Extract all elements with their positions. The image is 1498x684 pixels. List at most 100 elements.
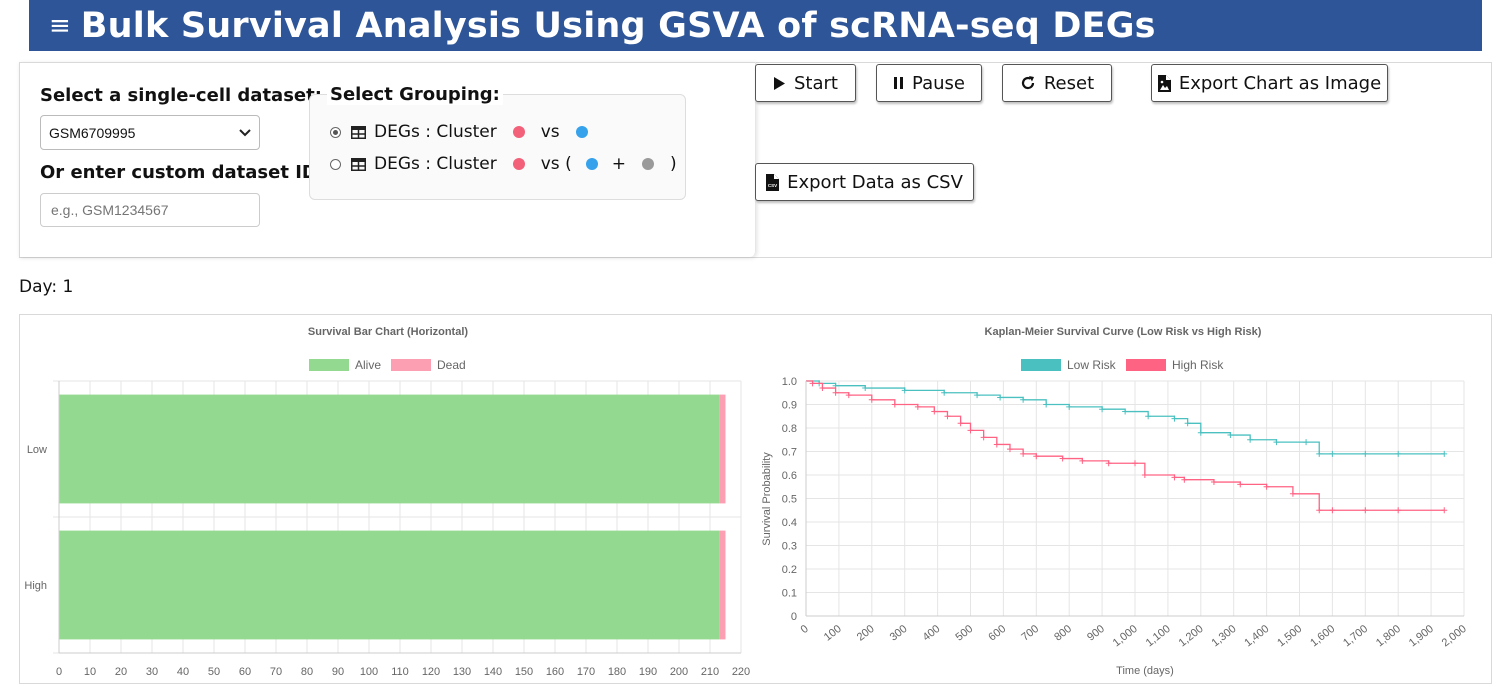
km-censor-mark [1329,450,1336,457]
bar-x-tick-label: 110 [391,666,409,678]
table-icon [351,125,366,139]
export-image-button[interactable]: Export Chart as Image [1151,64,1388,102]
bar-x-tick-label: 80 [301,666,313,678]
reset-label: Reset [1043,72,1095,94]
bar-high-alive[interactable] [59,530,720,640]
legend-label-alive[interactable]: Alive [355,358,381,372]
km-censor-mark [1020,450,1027,457]
table-icon [351,157,366,171]
km-censor-mark [1329,507,1336,514]
km-censor-mark [1197,429,1204,436]
km-censor-mark [1184,420,1191,427]
bar-x-tick-label: 180 [608,666,626,678]
km-x-tick-label: 1,100 [1144,623,1173,649]
km-censor-mark [1171,474,1178,481]
kaplan-meier-chart: Kaplan-Meier Survival Curve (Low Risk vs… [761,326,1469,677]
km-x-tick-label: 400 [921,623,943,644]
bar-x-tick-label: 140 [484,666,502,678]
export-csv-button[interactable]: CSV Export Data as CSV [755,163,974,201]
bar-low-dead[interactable] [719,394,726,504]
km-y-tick-label: 0.4 [782,517,797,529]
km-censor-mark [997,394,1004,401]
km-line-high-risk[interactable] [806,380,1445,511]
km-censor-mark [819,385,826,392]
plus-text: + [611,154,626,174]
km-censor-mark [1316,507,1323,514]
start-button[interactable]: Start [755,64,856,102]
app-header: ≡ Bulk Survival Analysis Using GSVA of s… [29,0,1482,51]
km-censor-mark [809,380,816,387]
km-censor-mark [1237,481,1244,488]
bar-x-tick-label: 130 [453,666,471,678]
dataset-select[interactable]: GSM6709995 [40,115,260,150]
vs-text: vs ( [540,154,572,174]
km-x-tick-label: 900 [1085,623,1107,644]
reset-button[interactable]: Reset [1002,64,1112,102]
bar-x-tick-label: 20 [115,666,127,678]
cluster-color-dot [641,158,654,170]
km-y-tick-label: 0.7 [782,447,797,459]
legend-label-low-risk[interactable]: Low Risk [1067,358,1117,372]
km-x-tick-label: 1,900 [1407,623,1436,649]
km-x-tick-label: 600 [986,623,1008,644]
km-censor-mark [1105,460,1112,467]
svg-text:CSV: CSV [768,183,777,188]
hamburger-icon[interactable]: ≡ [49,10,71,41]
day-counter: Day: 1 [19,277,74,297]
km-y-axis-label: Survival Probability [761,452,773,546]
vs-text: vs [540,122,560,142]
grouping-text-1: DEGs : Cluster [374,122,497,142]
km-y-tick-label: 0.6 [782,470,797,482]
grouping-option-2[interactable]: DEGs : Cluster vs ( + ) [330,152,677,176]
bar-x-tick-label: 220 [732,666,750,678]
km-censor-mark [957,420,964,427]
chevron-down-icon [239,128,251,136]
custom-dataset-input[interactable] [40,193,260,227]
km-censor-mark [1132,460,1138,467]
dataset-label: Select a single-cell dataset: [40,85,322,106]
km-censor-mark [1303,439,1310,446]
km-censor-mark [1099,406,1106,413]
pause-button[interactable]: Pause [876,64,982,102]
km-censor-mark [862,385,869,392]
km-censor-mark [1043,401,1050,408]
grouping-option-1[interactable]: DEGs : Cluster vs [330,120,588,144]
legend-label-dead[interactable]: Dead [437,358,466,372]
grouping-radio-2[interactable] [330,158,341,170]
km-y-tick-label: 0.1 [782,588,797,600]
bar-y-tick-label: High [24,580,47,592]
redo-icon [1021,76,1034,90]
km-x-tick-label: 1,200 [1177,623,1206,649]
km-x-tick-label: 2,000 [1440,623,1469,649]
bar-low-alive[interactable] [59,394,720,504]
legend-swatch-high-risk[interactable] [1126,359,1166,371]
km-censor-mark [944,413,951,420]
legend-swatch-alive[interactable] [309,359,349,371]
km-x-tick-label: 800 [1052,623,1074,644]
file-csv-icon: CSV [766,173,780,191]
km-censor-mark [1227,432,1234,439]
km-censor-mark [1145,413,1152,420]
dataset-selected-value: GSM6709995 [49,124,136,141]
pause-icon [894,77,904,89]
legend-swatch-dead[interactable] [391,359,431,371]
bar-x-tick-label: 210 [701,666,719,678]
km-x-tick-label: 100 [822,623,844,644]
legend-label-high-risk[interactable]: High Risk [1172,358,1224,372]
bar-high-dead[interactable] [719,530,726,640]
km-x-tick-label: 1,600 [1308,623,1337,649]
grouping-radio-1[interactable] [330,126,341,138]
km-censor-mark [980,434,987,441]
bar-x-tick-label: 200 [670,666,688,678]
survival-bar-chart: Survival Bar Chart (Horizontal) Alive Dea… [24,326,750,678]
page-title: Bulk Survival Analysis Using GSVA of scR… [80,5,1156,46]
bar-x-tick-label: 70 [270,666,282,678]
km-censor-mark [1362,450,1369,457]
km-censor-mark [845,392,852,399]
km-y-tick-label: 0.8 [782,423,797,435]
km-line-low-risk[interactable] [806,380,1445,455]
cluster-color-dot [575,126,588,138]
grouping-label: Select Grouping: [327,84,503,105]
km-censor-mark [1020,396,1027,403]
legend-swatch-low-risk[interactable] [1021,359,1061,371]
